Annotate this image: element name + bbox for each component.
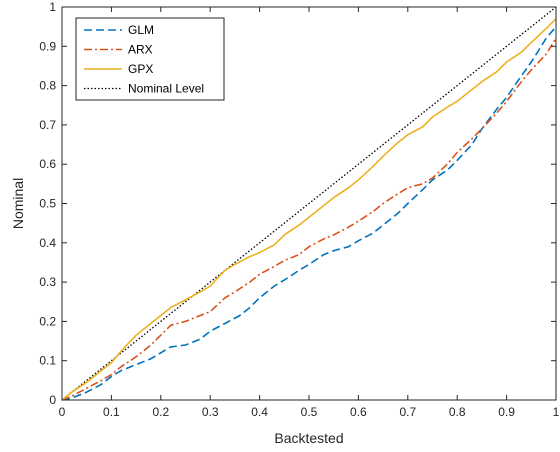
ticks-layer: 0 0.1 0.2 0.3 0.4 0.5 0.6 0.7 0.8 0.9 1 0 0.1 0.2 0.3 0…: [39, 0, 559, 419]
legend-label-arx: ARX: [128, 43, 153, 57]
x-tick-label: 0.4: [251, 405, 268, 419]
legend-box: [75, 17, 225, 101]
y-tick-label: 0.7: [39, 118, 56, 132]
x-tick-label: 0.7: [399, 405, 416, 419]
y-tick-label: 0: [49, 393, 56, 407]
x-tick-label: 0.2: [152, 405, 169, 419]
y-tick-label: 1: [49, 0, 56, 14]
y-tick-label: 0.9: [39, 39, 56, 53]
y-tick-label: 0.5: [39, 197, 56, 211]
x-tick-label: 0.5: [301, 405, 318, 419]
y-tick-label: 0.4: [39, 236, 56, 250]
y-axis-label: Nominal: [10, 178, 26, 229]
series-layer: [61, 6, 557, 401]
y-tick-label: 0.3: [39, 275, 56, 289]
legend: GLM ARX GPX Nominal Level: [75, 17, 225, 101]
y-tick-label: 0.6: [39, 157, 56, 171]
legend-label-glm: GLM: [128, 23, 154, 37]
x-tick-label: 0.1: [103, 405, 120, 419]
x-tick-label: 1: [553, 405, 560, 419]
x-tick-label: 0.8: [449, 405, 466, 419]
series-line-arx: [61, 37, 557, 401]
y-tick-label: 0.8: [39, 79, 56, 93]
series-line-gpx: [61, 18, 557, 401]
y-tick-label: 0.1: [39, 354, 56, 368]
x-axis-label: Backtested: [274, 430, 343, 446]
x-tick-label: 0.3: [202, 405, 219, 419]
legend-label-nominal-level: Nominal Level: [128, 82, 204, 96]
x-tick-label: 0.6: [350, 405, 367, 419]
series-line-nominal-level: [61, 6, 557, 401]
x-tick-label: 0: [59, 405, 66, 419]
legend-label-gpx: GPX: [128, 62, 153, 76]
y-tick-label: 0.2: [39, 314, 56, 328]
x-tick-label: 0.9: [498, 405, 515, 419]
series-line-glm: [61, 26, 557, 401]
